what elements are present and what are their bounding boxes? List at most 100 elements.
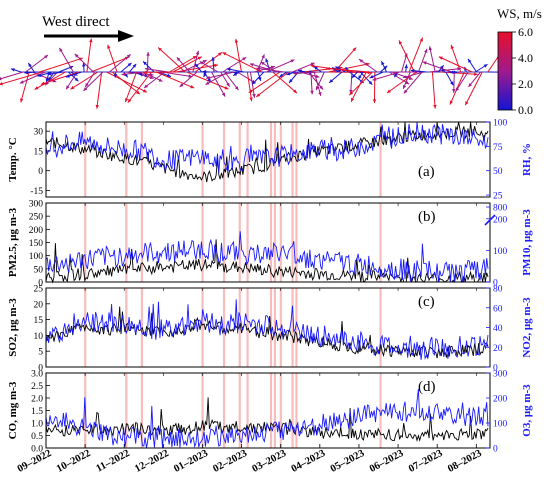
- wind-vector-head: [359, 59, 364, 63]
- left-tick-label: 30: [34, 128, 44, 138]
- wind-vector-head: [24, 70, 29, 75]
- west-direct-label: West direct: [42, 14, 110, 30]
- wind-vector: [106, 71, 148, 93]
- highlight-band: [84, 122, 87, 197]
- highlight-band: [246, 288, 249, 367]
- wind-vector-head: [372, 77, 377, 81]
- wind-vector-head: [132, 63, 137, 68]
- wind-vector: [25, 54, 49, 73]
- wind-vector-head: [326, 66, 330, 71]
- wind-vector-head: [422, 61, 427, 65]
- wind-vector: [19, 71, 46, 84]
- highlight-band: [140, 203, 144, 282]
- wind-vector-head: [214, 63, 219, 68]
- right-tick-label: 100: [493, 119, 508, 129]
- highlight-band: [379, 203, 382, 282]
- wind-vector-head: [144, 84, 148, 88]
- right-tick-label: 200: [493, 395, 508, 405]
- highlight-band: [291, 288, 294, 367]
- wind-vector-head: [450, 81, 454, 86]
- left-tick-label: 20: [34, 300, 44, 310]
- left-axis-label: Temp. °C: [7, 137, 19, 181]
- left-tick-label: 15: [34, 147, 44, 157]
- wind-vector-head: [408, 76, 413, 80]
- wind-vector: [121, 71, 145, 76]
- wind-vector-head: [270, 65, 275, 69]
- wind-vector-head: [372, 99, 377, 104]
- left-tick-label: 0: [38, 167, 43, 177]
- x-tick-label: 06–2023: [368, 448, 406, 475]
- wind-vector: [293, 71, 319, 75]
- highlight-band: [125, 203, 128, 282]
- wind-vector-head: [398, 40, 403, 45]
- wind-vector-head: [252, 93, 256, 98]
- wind-vector: [313, 71, 322, 97]
- wind-vector-head: [403, 84, 407, 89]
- wind-vector: [222, 56, 247, 73]
- highlight-band: [222, 288, 226, 367]
- wind-vector-head: [127, 98, 132, 103]
- wind-vector-head: [158, 47, 162, 52]
- wind-vector-head: [452, 89, 456, 93]
- wind-vector-head: [226, 67, 231, 72]
- highlight-band: [295, 203, 298, 282]
- ws-colorbar: [497, 31, 513, 111]
- wind-vector-head: [252, 80, 256, 85]
- panel-3: 0 5 10 15 20 25 0 20 40 60 80 SO2, μg m-3 NO2, μg m-…: [7, 285, 533, 374]
- highlight-band: [84, 203, 87, 282]
- wind-vector-head: [20, 98, 24, 103]
- wind-vector-head: [158, 78, 163, 82]
- wind-vector: [455, 71, 469, 92]
- ws-colorbar-ticks: 0.0 2.0 4.0 6.0: [512, 25, 533, 117]
- wind-vector: [127, 71, 152, 104]
- wind-vector-head: [74, 53, 79, 58]
- wind-vector: [175, 64, 219, 73]
- wind-vector: [172, 56, 202, 73]
- wind-vector-head: [0, 81, 3, 86]
- wind-vector-head: [293, 71, 298, 76]
- left-tick-label: 25: [34, 285, 44, 295]
- wind-vector-head: [261, 54, 265, 59]
- highlight-band: [222, 203, 226, 282]
- wind-vector-head: [142, 70, 147, 75]
- wind-vector-head: [468, 83, 473, 87]
- wind-vector-head: [142, 89, 147, 93]
- wind-vector-head: [465, 101, 469, 106]
- wind-vector: [144, 68, 169, 73]
- right-tick-label: 75: [493, 143, 503, 153]
- wind-vector: [83, 71, 104, 92]
- panel-frame: [45, 121, 491, 198]
- wind-vector-head: [197, 56, 202, 60]
- wind-vector-head: [48, 76, 52, 81]
- wind-vector: [417, 48, 428, 73]
- wind-vector: [256, 67, 285, 73]
- wind-vector: [222, 51, 263, 73]
- wind-vector-head: [222, 52, 227, 56]
- wind-vector-head: [28, 63, 32, 68]
- highlight-band: [295, 288, 298, 367]
- wind-vector-head: [313, 66, 318, 70]
- left-tick-label: 0.0: [31, 445, 43, 455]
- wind-vector-head: [335, 66, 340, 70]
- wind-vector-head: [419, 37, 423, 42]
- wind-vector-head: [145, 67, 149, 71]
- wind-vector-head: [221, 92, 226, 97]
- wind-vector: [124, 71, 138, 103]
- wind-vector-head: [202, 69, 207, 74]
- left-tick-label: 1.5: [31, 407, 43, 417]
- wind-vector-head: [206, 75, 211, 80]
- wind-vector: [422, 61, 452, 73]
- wind-vector: [0, 71, 43, 85]
- wind-vector-head: [85, 83, 89, 88]
- wind-vector: [157, 47, 186, 73]
- highlight-band: [246, 203, 249, 282]
- wind-vector-head: [146, 52, 150, 56]
- wind-vector-head: [310, 62, 315, 66]
- right-tick-label: 800: [493, 204, 508, 214]
- wind-vector-head: [403, 89, 408, 94]
- right-tick-label: 200: [493, 215, 508, 225]
- right-tick-label: 100: [493, 247, 508, 257]
